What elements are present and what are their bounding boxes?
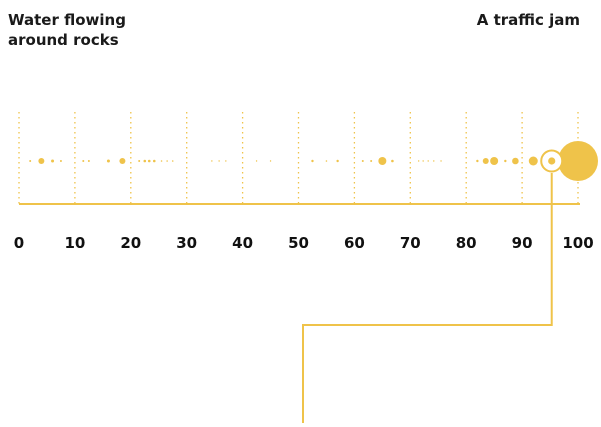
- tick-label: 90: [512, 234, 533, 252]
- tick-label: 0: [14, 234, 24, 252]
- dot: [476, 159, 479, 163]
- dot: [440, 160, 442, 162]
- tick-label: 40: [232, 234, 253, 252]
- dot: [152, 159, 156, 163]
- tick-label: 50: [288, 234, 309, 252]
- tick-label: 70: [400, 234, 421, 252]
- dot: [211, 160, 213, 162]
- dot: [166, 160, 168, 162]
- tick-labels: 0 10 20 30 40 50 60 70 80 90 100: [14, 234, 594, 252]
- tick-label: 60: [344, 234, 365, 252]
- dot: [218, 160, 220, 162]
- callout-line: [302, 173, 553, 423]
- dot: [391, 159, 394, 163]
- dot: [370, 160, 373, 162]
- dot: [433, 160, 435, 162]
- dot: [82, 160, 85, 162]
- dot: [490, 157, 499, 165]
- dot: [512, 157, 519, 165]
- dot: [504, 159, 507, 163]
- dots: [29, 141, 598, 181]
- dot: [119, 158, 126, 164]
- tick-label: 20: [120, 234, 141, 252]
- dot: [143, 159, 147, 163]
- dot: [225, 160, 227, 162]
- dot: [87, 160, 90, 162]
- dot: [29, 160, 32, 162]
- tick-label: 100: [562, 234, 593, 252]
- highlight-center: [548, 157, 556, 165]
- dot: [255, 160, 258, 162]
- dot: [378, 157, 387, 165]
- dot: [160, 160, 163, 162]
- dot: [106, 159, 110, 163]
- dot: [417, 160, 420, 162]
- dot: [311, 159, 314, 163]
- dot: [528, 156, 538, 166]
- dot: [325, 160, 328, 162]
- left-label: Water flowing around rocks: [8, 11, 126, 49]
- dot: [427, 160, 429, 162]
- dot: [558, 141, 598, 181]
- highlight-marker: [540, 149, 564, 173]
- dot: [336, 159, 339, 163]
- dot: [422, 160, 424, 162]
- dot: [138, 160, 141, 162]
- tick-label: 80: [456, 234, 477, 252]
- dot: [38, 158, 45, 164]
- right-label: A traffic jam: [476, 11, 580, 29]
- tick-label: 30: [176, 234, 197, 252]
- dot: [482, 158, 489, 164]
- dot: [361, 160, 364, 162]
- dot: [147, 159, 151, 163]
- tick-label: 10: [64, 234, 85, 252]
- dot: [269, 160, 272, 162]
- gridlines: [18, 112, 579, 204]
- dot: [171, 160, 174, 162]
- dot: [59, 160, 62, 162]
- dot: [51, 159, 55, 163]
